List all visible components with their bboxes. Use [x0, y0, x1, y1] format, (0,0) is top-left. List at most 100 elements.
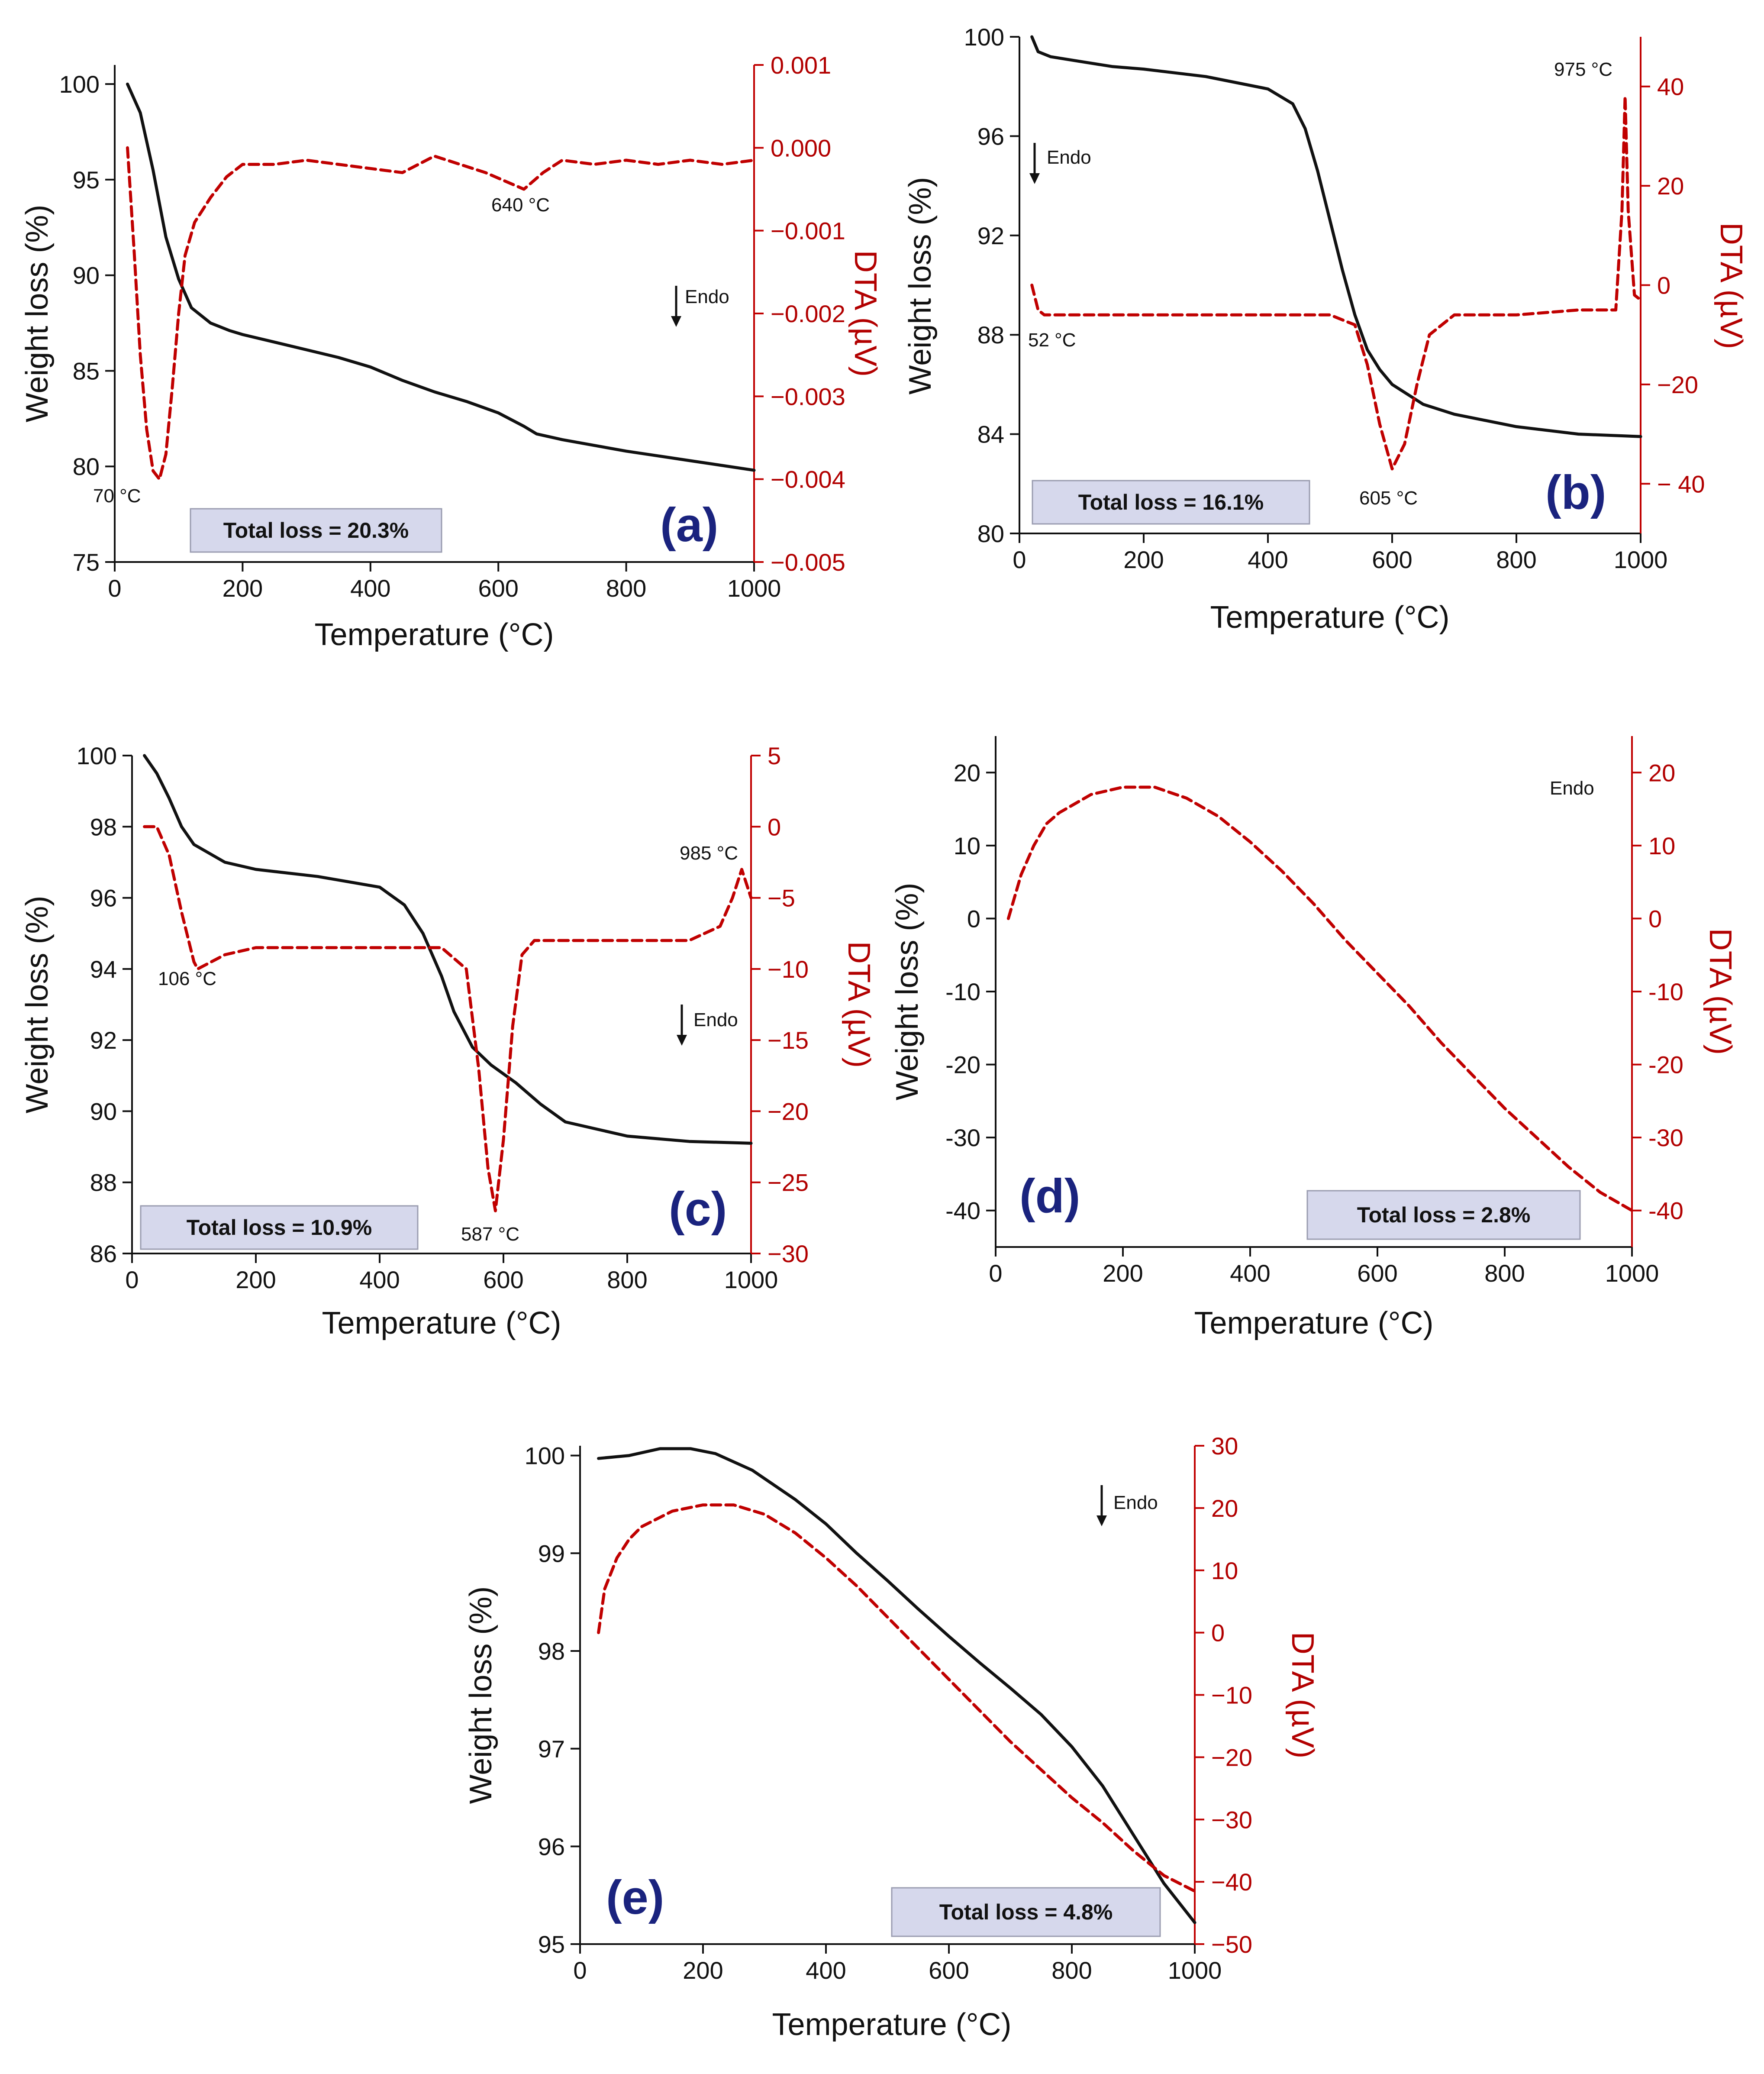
x-tick-label: 1000 [724, 1266, 778, 1293]
y-tick-label: 100 [525, 1442, 565, 1470]
y-tick-label: -40 [945, 1197, 980, 1224]
x-tick-label: 600 [483, 1266, 523, 1293]
y-tick-label: 100 [59, 71, 100, 98]
total-loss-badge: Total loss = 20.3% [190, 508, 442, 553]
dta-series-line [1006, 785, 1634, 1212]
y2-tick-label: −0.003 [771, 383, 845, 410]
y2-axis-label: DTA (µV) [848, 250, 883, 377]
panel-d: 0 200 400 600 800 1000-40-30-20-1001020-40-30… [890, 736, 1738, 1341]
y2-tick-label: 40 [1657, 73, 1684, 100]
dta-series-line [597, 1503, 1196, 1893]
total-loss-text: Total loss = 16.1% [1078, 490, 1264, 514]
y-tick-label: 20 [954, 759, 980, 786]
peak-label-975: 975 °C [1554, 59, 1612, 80]
total-loss-badge: Total loss = 10.9% [140, 1205, 419, 1250]
y2-tick-label: −5 [768, 885, 795, 912]
y2-tick-label: 20 [1648, 759, 1675, 786]
total-loss-badge: Total loss = 2.8% [1306, 1190, 1581, 1240]
y-axis-label: Weight loss (%) [890, 883, 925, 1101]
x-tick-label: 600 [1357, 1260, 1397, 1287]
y2-tick-label: −15 [768, 1027, 809, 1054]
y-tick-label: 92 [90, 1027, 117, 1054]
y2-tick-label: −20 [768, 1098, 809, 1125]
total-loss-text: Total loss = 20.3% [223, 518, 409, 543]
endo-label: Endo [685, 286, 729, 307]
peak-label-587: 587 °C [461, 1224, 519, 1245]
y-tick-label: 100 [964, 23, 1004, 51]
x-tick-label: 400 [1248, 546, 1288, 573]
y-tick-label: 84 [977, 421, 1004, 448]
endo-label: Endo [1047, 147, 1091, 168]
endo-label: Endo [1550, 778, 1594, 799]
y2-tick-label: 0 [1657, 272, 1670, 299]
endo-label: Endo [1113, 1492, 1158, 1513]
y-tick-label: 88 [977, 321, 1004, 349]
y2-tick-label: 10 [1211, 1557, 1238, 1584]
total-loss-text: Total loss = 10.9% [187, 1215, 372, 1240]
y-tick-label: 86 [90, 1240, 117, 1267]
x-tick-label: 600 [1372, 546, 1412, 573]
y2-tick-label: -40 [1648, 1197, 1683, 1224]
x-tick-label: 1000 [727, 575, 781, 602]
y2-tick-label: 10 [1648, 832, 1675, 859]
y-tick-label: 96 [977, 123, 1004, 150]
y-tick-label: 100 [77, 742, 117, 769]
endo-indicator: Endo [677, 1005, 738, 1046]
y-tick-label: -20 [945, 1051, 980, 1079]
y2-tick-label: −0.004 [771, 466, 845, 493]
y-tick-label: 92 [977, 222, 1004, 249]
y2-tick-label: −0.001 [771, 217, 845, 245]
y2-tick-label: −20 [1657, 371, 1698, 398]
y2-tick-label: −10 [768, 956, 809, 983]
dta-series-line [1030, 95, 1642, 471]
panel-c: 0 200 400 600 800 1000 86 88 90 92 94 96 98 100 −30 −25… [20, 742, 876, 1341]
y-axis-label: Weight loss (%) [903, 177, 938, 395]
panel-label: (e) [606, 1871, 664, 1924]
y-tick-label: 80 [977, 520, 1004, 547]
dta-series-line [143, 825, 753, 1212]
endo-indicator: Endo [671, 286, 729, 327]
x-tick-label: 800 [1496, 546, 1536, 573]
y2-tick-label: 20 [1211, 1495, 1238, 1522]
x-tick-label: 200 [235, 1266, 276, 1293]
y2-tick-label: −30 [1211, 1806, 1252, 1833]
y-tick-label: 96 [538, 1833, 565, 1860]
y2-tick-label: −10 [1211, 1682, 1252, 1709]
x-tick-label: 0 [108, 575, 121, 602]
panel-b: 0 200 400 600 800 1000 80 84 88 92 96 100 − 40 −20 0 20… [903, 23, 1748, 635]
y-tick-label: 88 [90, 1169, 117, 1196]
panel-label: (b) [1545, 466, 1606, 519]
x-axis-label: Temperature (°C) [322, 1306, 561, 1341]
y2-axis-label: DTA (µV) [842, 941, 876, 1068]
x-axis-label: Temperature (°C) [315, 617, 554, 652]
x-tick-label: 0 [573, 1957, 587, 1984]
x-tick-label: 0 [989, 1260, 1002, 1287]
y-tick-label: 75 [73, 549, 100, 576]
peak-label-52: 52 °C [1028, 330, 1076, 351]
y-tick-label: 94 [90, 956, 117, 983]
x-tick-label: 800 [607, 1266, 647, 1293]
y-axis-label: Weight loss (%) [20, 896, 55, 1114]
y2-tick-label: −0.002 [771, 300, 845, 327]
dta-series-line [126, 146, 756, 481]
y2-axis-label: DTA (µV) [1714, 223, 1748, 349]
y-tick-label: 95 [73, 166, 100, 194]
x-tick-label: 800 [1484, 1260, 1525, 1287]
x-tick-label: 800 [1051, 1957, 1092, 1984]
y2-axis-label: DTA (µV) [1285, 1632, 1320, 1758]
endo-indicator: Endo [1029, 143, 1091, 184]
x-tick-label: 600 [478, 575, 518, 602]
panel-label: (d) [1019, 1169, 1080, 1223]
x-tick-label: 1000 [1614, 546, 1668, 573]
y2-tick-label: −50 [1211, 1931, 1252, 1958]
panel-label: (c) [669, 1182, 727, 1236]
y-tick-label: 99 [538, 1540, 565, 1567]
x-axis-label: Temperature (°C) [772, 2007, 1012, 2042]
y-tick-label: 80 [73, 453, 100, 480]
y2-tick-label: -30 [1648, 1124, 1683, 1151]
x-tick-label: 400 [350, 575, 390, 602]
x-tick-label: 600 [929, 1957, 969, 1984]
y2-tick-label: −40 [1211, 1868, 1252, 1896]
y2-tick-label: 30 [1211, 1432, 1238, 1460]
